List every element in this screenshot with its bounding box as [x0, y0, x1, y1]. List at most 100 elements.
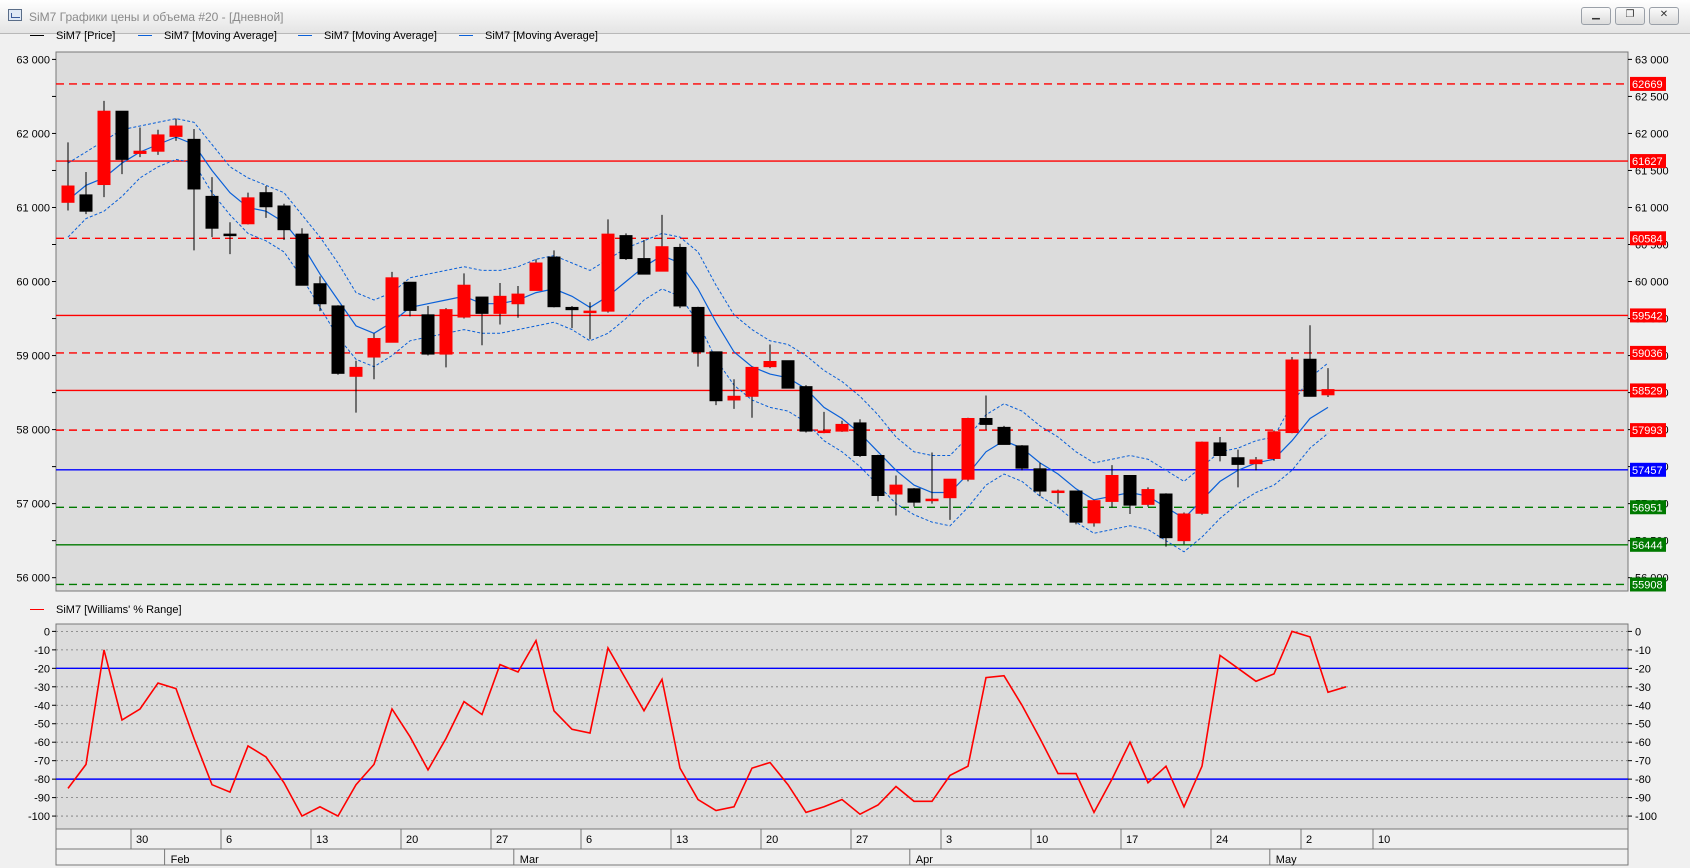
- price-level-tag: [1630, 423, 1666, 438]
- window-title: SiM7 Графики цены и объема #20 - [Дневно…: [29, 10, 284, 24]
- candle-body: [565, 306, 579, 311]
- close-button[interactable]: ✕: [1649, 7, 1679, 25]
- candle-body: [691, 306, 705, 353]
- price-plot-area: [55, 51, 1629, 592]
- price-level-tag: [1630, 462, 1666, 477]
- ma-lower-line: [67, 158, 1329, 553]
- price-level-label: 62669: [1632, 79, 1663, 91]
- candle-body: [871, 455, 885, 496]
- date-day-label: 24: [1216, 834, 1228, 846]
- price-level-label: 57457: [1632, 465, 1663, 477]
- candle-body: [1267, 431, 1281, 459]
- date-day-label: 13: [676, 834, 688, 846]
- price-level-tag: [1630, 537, 1666, 552]
- ma-legend-swatch: [459, 35, 473, 36]
- date-day-label: 27: [856, 834, 868, 846]
- wr-right-label: -90: [1635, 793, 1651, 805]
- wr-left-label: -100: [28, 811, 50, 823]
- date-day-label: 17: [1126, 834, 1138, 846]
- date-day-label: 13: [316, 834, 328, 846]
- price-level-label: 59542: [1632, 310, 1663, 322]
- price-level-tag: [1630, 308, 1666, 323]
- candle-body: [115, 110, 129, 160]
- candle-body: [61, 185, 75, 203]
- wr-legend-swatch: [30, 609, 44, 610]
- candle-body: [1087, 500, 1101, 524]
- candle-body: [547, 256, 561, 308]
- right-axis-label: 62 000: [1635, 128, 1669, 140]
- candle-body: [493, 295, 507, 314]
- candle-body: [1321, 389, 1335, 396]
- chart-app-icon: [8, 9, 22, 21]
- wr-right-label: -100: [1635, 811, 1657, 823]
- title-bar[interactable]: SiM7 Графики цены и объема #20 - [Дневно…: [0, 0, 1690, 34]
- ma-legend-label: SiM7 [Moving Average]: [485, 30, 598, 42]
- right-axis-label: 60 000: [1635, 277, 1669, 289]
- candle-body: [511, 293, 525, 305]
- date-month-label: May: [1276, 854, 1297, 866]
- candle-body: [241, 197, 255, 225]
- candle-body: [601, 233, 615, 312]
- date-day-label: 6: [226, 834, 232, 846]
- candle-body: [1231, 457, 1245, 465]
- wr-left-label: -70: [34, 756, 50, 768]
- candle-body: [799, 386, 813, 432]
- wr-right-label: -70: [1635, 756, 1651, 768]
- ma-legend-label: SiM7 [Moving Average]: [324, 30, 437, 42]
- price-level-label: 56951: [1632, 502, 1663, 514]
- wr-right-label: -30: [1635, 682, 1651, 694]
- date-day-label: 20: [766, 834, 778, 846]
- price-level-label: 57993: [1632, 425, 1663, 437]
- candle-body: [763, 360, 777, 368]
- price-legend-label: SiM7 [Price]: [56, 30, 116, 42]
- date-day-label: 27: [496, 834, 508, 846]
- wr-left-label: 0: [44, 626, 50, 638]
- price-level-tag: [1630, 76, 1666, 91]
- candle-body: [889, 484, 903, 495]
- candle-body: [79, 194, 93, 212]
- left-axis-label: 57 000: [16, 499, 50, 511]
- candle-body: [1195, 441, 1209, 514]
- date-day-label: 20: [406, 834, 418, 846]
- minimize-button[interactable]: ▁: [1581, 7, 1611, 25]
- candle-body: [457, 284, 471, 318]
- candle-body: [151, 134, 165, 152]
- panel-separator: [0, 592, 1690, 604]
- date-day-label: 10: [1378, 834, 1390, 846]
- candle-body: [223, 233, 237, 237]
- price-level-label: 59036: [1632, 348, 1663, 360]
- price-level-label: 58529: [1632, 385, 1663, 397]
- minimize-icon: ▁: [1592, 9, 1600, 20]
- price-level-tag: [1630, 345, 1666, 360]
- date-day-label: 2: [1306, 834, 1312, 846]
- candle-body: [205, 195, 219, 229]
- price-legend-swatch: [30, 35, 44, 36]
- date-month-label: Mar: [520, 854, 539, 866]
- wr-left-label: -50: [34, 719, 50, 731]
- date-month-label: Apr: [916, 854, 933, 866]
- restore-button[interactable]: ❐: [1615, 7, 1645, 25]
- close-icon: ✕: [1659, 9, 1669, 20]
- price-level-tag: [1630, 383, 1666, 398]
- candle-body: [187, 138, 201, 190]
- date-day-label: 3: [946, 834, 952, 846]
- candle-body: [727, 395, 741, 401]
- candle-body: [97, 110, 111, 186]
- price-level-tag: [1630, 231, 1666, 246]
- candle-body: [421, 314, 435, 355]
- wr-right-label: -80: [1635, 774, 1651, 786]
- date-day-label: 30: [136, 834, 148, 846]
- price-level-label: 61627: [1632, 156, 1663, 168]
- candle-body: [367, 338, 381, 358]
- price-level-tag: [1630, 500, 1666, 515]
- wr-left-label: -90: [34, 793, 50, 805]
- date-day-label: 6: [586, 834, 592, 846]
- wr-left-label: -60: [34, 737, 50, 749]
- price-level-tag: [1630, 154, 1666, 169]
- left-axis-label: 59 000: [16, 351, 50, 363]
- candle-body: [619, 235, 633, 260]
- candle-body: [637, 258, 651, 275]
- right-axis-label: 62 500: [1635, 91, 1669, 103]
